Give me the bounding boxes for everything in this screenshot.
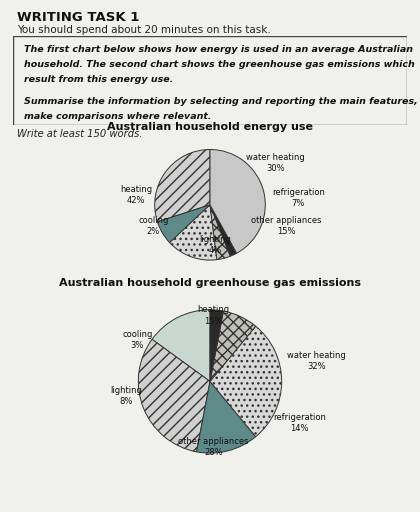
Wedge shape (158, 205, 210, 243)
Text: The first chart below shows how energy is used in an average Australian: The first chart below shows how energy i… (24, 45, 413, 54)
Wedge shape (210, 310, 223, 381)
Text: Summarise the information by selecting and reporting the main features, and: Summarise the information by selecting a… (24, 97, 420, 106)
Text: You should spend about 20 minutes on this task.: You should spend about 20 minutes on thi… (17, 25, 270, 35)
Text: WRITING TASK 1: WRITING TASK 1 (17, 11, 139, 24)
Wedge shape (210, 150, 265, 253)
Wedge shape (197, 381, 256, 453)
Wedge shape (155, 150, 210, 222)
Title: Australian household energy use: Australian household energy use (107, 122, 313, 132)
Wedge shape (152, 310, 210, 381)
Text: water heating
30%: water heating 30% (246, 153, 304, 174)
Text: Write at least 150 words.: Write at least 150 words. (17, 129, 142, 139)
Text: household. The second chart shows the greenhouse gas emissions which: household. The second chart shows the gr… (24, 60, 415, 69)
Wedge shape (210, 205, 230, 260)
Text: lighting
4%: lighting 4% (200, 234, 231, 254)
Text: other appliances
28%: other appliances 28% (178, 437, 249, 457)
Text: cooling
3%: cooling 3% (122, 330, 152, 350)
Wedge shape (170, 205, 217, 260)
Wedge shape (210, 326, 282, 437)
Text: result from this energy use.: result from this energy use. (24, 75, 174, 84)
Text: other appliances
15%: other appliances 15% (252, 216, 322, 236)
Text: water heating
32%: water heating 32% (287, 351, 346, 371)
Title: Australian household greenhouse gas emissions: Australian household greenhouse gas emis… (59, 279, 361, 288)
Wedge shape (210, 311, 256, 381)
Text: refrigeration
14%: refrigeration 14% (273, 413, 326, 433)
Wedge shape (138, 339, 210, 452)
Text: heating
42%: heating 42% (120, 185, 152, 205)
Text: heating
15%: heating 15% (197, 306, 230, 326)
Text: refrigeration
7%: refrigeration 7% (272, 188, 325, 208)
Text: make comparisons where relevant.: make comparisons where relevant. (24, 112, 212, 121)
Text: cooling
2%: cooling 2% (138, 216, 168, 236)
FancyBboxPatch shape (13, 36, 407, 125)
Text: lighting
8%: lighting 8% (110, 386, 142, 406)
Wedge shape (210, 205, 236, 256)
